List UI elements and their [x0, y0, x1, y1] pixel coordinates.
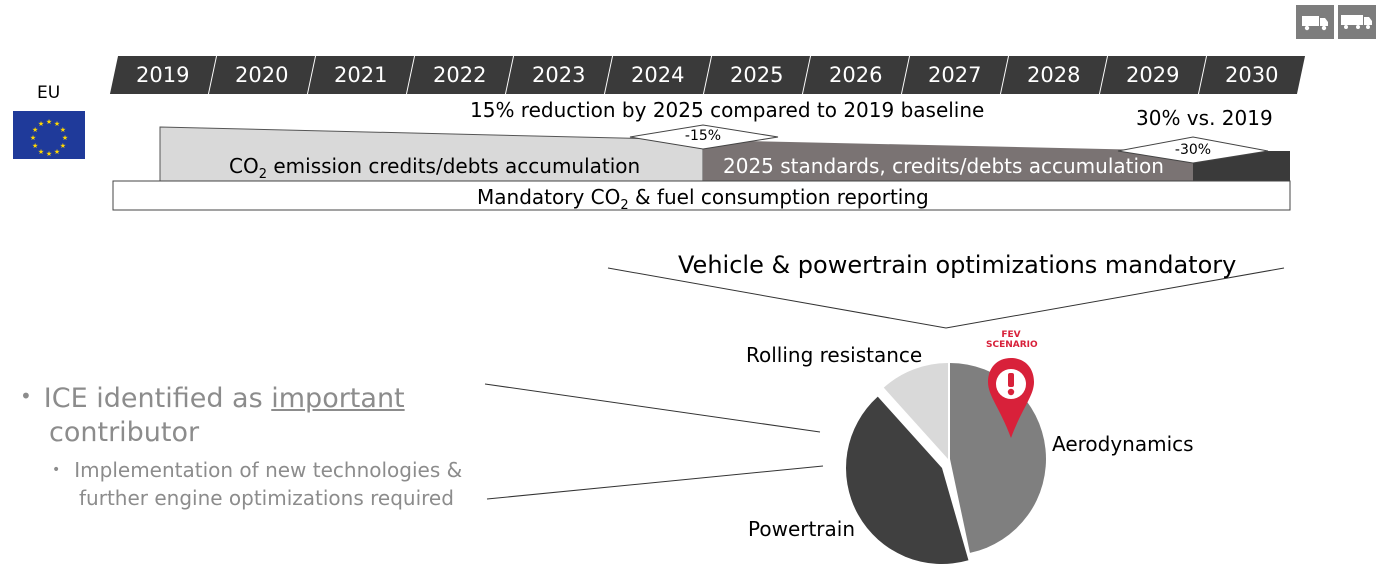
rolling-resistance-label: Rolling resistance	[746, 343, 923, 367]
marker-30-label: -30%	[1174, 142, 1212, 158]
pie-slice-powertrain	[845, 396, 969, 564]
eu-star: ★	[38, 148, 44, 156]
eu-star: ★	[60, 126, 66, 134]
van-icon[interactable]	[1296, 5, 1334, 39]
technology-subbullet: • Implementation of new technologies &	[52, 458, 463, 482]
marker-30-diamond	[1117, 136, 1269, 164]
marker-15-label: -15%	[684, 128, 722, 144]
standards-label: 2025 standards, credits/debts accumulati…	[723, 154, 1164, 178]
eu-star: ★	[32, 142, 38, 150]
truck-icon[interactable]	[1338, 5, 1376, 39]
standards-bar	[703, 140, 1193, 181]
eu-star: ★	[32, 126, 38, 134]
eu-flag-icon: ★ ★ ★ ★ ★ ★ ★ ★ ★ ★ ★ ★	[13, 111, 85, 159]
ice-connector-top	[484, 383, 821, 433]
ice-connector-bottom	[486, 465, 824, 500]
optimization-connector	[607, 267, 1285, 329]
pie-slice-rolling-resistance	[883, 363, 948, 459]
fev-scenario-pin-icon: FEV SCENARIO	[986, 330, 1038, 440]
powertrain-label: Powertrain	[748, 517, 856, 541]
reporting-bar	[112, 180, 1291, 211]
target-2025-text: 15% reduction by 2025 compared to 2019 b…	[470, 98, 985, 122]
eu-star: ★	[60, 142, 66, 150]
eu-star: ★	[46, 150, 52, 158]
ice-bullet: • ICE identified as important	[20, 383, 405, 414]
aerodynamics-label: Aerodynamics	[1052, 432, 1194, 456]
ice-bullet-line2: contributor	[49, 417, 200, 448]
marker-15-diamond	[629, 124, 779, 150]
eu-star: ★	[30, 134, 36, 142]
optimizations-title: Vehicle & powertrain optimizations manda…	[678, 251, 1237, 279]
credits-label: CO2 emission credits/debts accumulation	[229, 154, 641, 182]
region-label: EU	[37, 83, 61, 103]
technology-subbullet-line2: further engine optimizations required	[79, 486, 454, 510]
eu-star: ★	[62, 134, 68, 142]
reporting-label: Mandatory CO2 & fuel consumption reporti…	[477, 185, 929, 213]
target-2030-text: 30% vs. 2019	[1136, 106, 1273, 130]
eu-star: ★	[54, 148, 60, 156]
eu-star: ★	[54, 120, 60, 128]
eu-star: ★	[38, 120, 44, 128]
eu-star: ★	[46, 118, 52, 126]
